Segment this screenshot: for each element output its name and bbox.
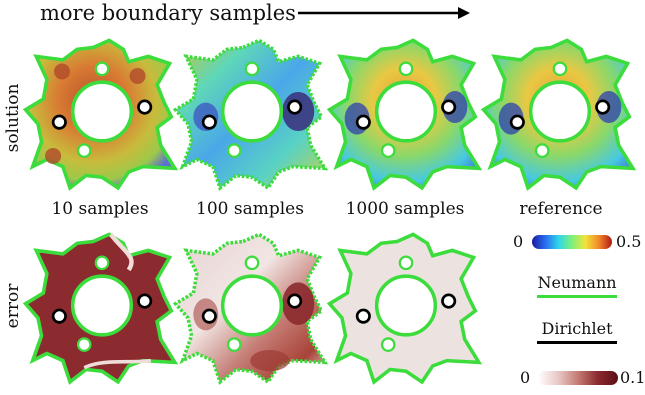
solution-colorbar	[532, 235, 612, 249]
header-title: more boundary samples	[40, 1, 296, 25]
solution-colorbar-min: 0	[513, 232, 524, 251]
error-colorbar	[538, 371, 618, 385]
gear-error-1000-samples	[327, 232, 481, 384]
header-arrow-icon	[298, 7, 470, 19]
gear-solution-100-samples	[173, 38, 327, 190]
gear-solution-reference	[481, 38, 635, 190]
row-label-solution: solution	[3, 83, 23, 153]
legend-dirichlet-line	[537, 341, 617, 344]
column-label-10-samples: 10 samples	[51, 199, 149, 219]
column-label-reference: reference	[519, 199, 603, 219]
column-label-100-samples: 100 samples	[196, 199, 304, 219]
legend-neumann-label: Neumann	[537, 273, 617, 292]
legend-dirichlet-label: Dirichlet	[541, 319, 613, 338]
error-colorbar-max: 0.1	[620, 368, 645, 387]
gear-error-100-samples	[173, 232, 327, 384]
legend-neumann-line	[537, 295, 617, 298]
row-label-error: error	[3, 283, 23, 329]
gear-solution-1000-samples	[327, 38, 481, 190]
gear-solution-10-samples	[23, 38, 177, 190]
solution-colorbar-max: 0.5	[616, 232, 642, 251]
gear-error-10-samples	[23, 232, 177, 384]
error-colorbar-min: 0	[520, 368, 531, 387]
column-label-1000-samples: 1000 samples	[345, 199, 465, 219]
